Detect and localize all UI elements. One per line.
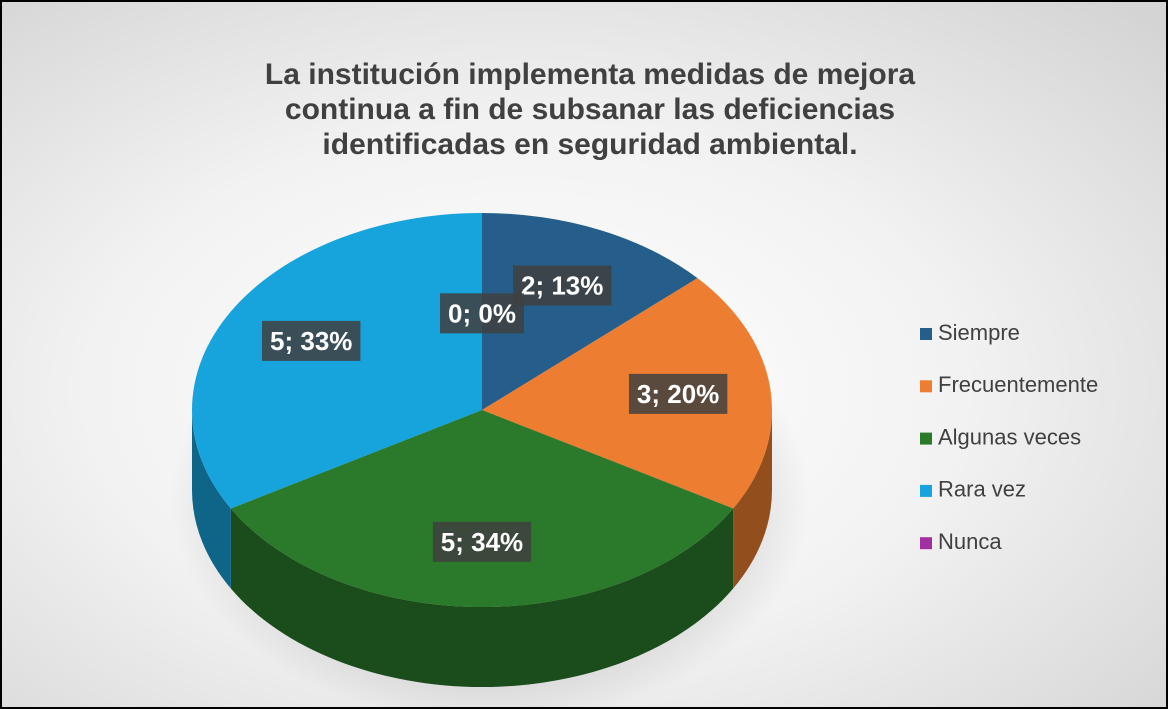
- legend-swatch: [920, 537, 932, 550]
- legend-label: Algunas veces: [938, 424, 1081, 449]
- slice-side: [733, 410, 772, 589]
- data-label-box: [262, 320, 361, 361]
- legend-label: Frecuentemente: [938, 372, 1098, 397]
- chart-title: La institución implementa medidas de mej…: [265, 58, 915, 91]
- data-label: 0; 0%: [448, 298, 516, 328]
- data-label: 3; 20%: [637, 379, 719, 409]
- data-label: 5; 34%: [441, 527, 523, 557]
- slice: [482, 278, 772, 509]
- data-label-box: [628, 373, 728, 414]
- legend-label: Nunca: [938, 529, 1002, 554]
- legend-swatch: [920, 328, 932, 340]
- legend-swatch: [920, 484, 932, 497]
- slice-side: [230, 508, 734, 687]
- legend-label: Siempre: [938, 320, 1020, 345]
- chart-title: continua a fin de subsanar las deficienc…: [285, 93, 895, 126]
- legend-swatch: [920, 432, 932, 445]
- legend-swatch: [920, 380, 932, 393]
- slice: [482, 213, 698, 410]
- slice: [230, 410, 734, 607]
- data-label-box: [440, 293, 524, 334]
- data-label-box: [432, 521, 532, 562]
- slice-side: [192, 410, 231, 589]
- data-label-box: [513, 265, 612, 306]
- chart-title: identificadas en seguridad ambiental.: [322, 128, 857, 161]
- data-label: 2; 13%: [521, 270, 603, 300]
- legend-label: Rara vez: [938, 477, 1026, 502]
- data-label: 5; 33%: [270, 326, 352, 356]
